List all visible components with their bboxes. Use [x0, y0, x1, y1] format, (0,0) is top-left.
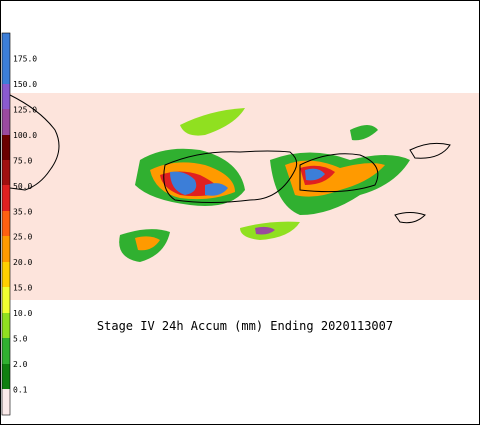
colorbar-label: 75.0: [13, 156, 32, 165]
colorbar-label: 20.0: [13, 258, 32, 267]
colorbar-label: 0.1: [13, 386, 28, 395]
colorbar-label: 25.0: [13, 233, 32, 242]
colorbar-label: 175.0: [13, 54, 37, 63]
precipitation: [119, 108, 410, 262]
domain-band: [10, 93, 479, 300]
colorbar-label: 125.0: [13, 105, 37, 114]
colorbar-label: 100.0: [13, 131, 37, 140]
colorbar-label: 10.0: [13, 309, 32, 318]
colorbar-label: 50.0: [13, 182, 32, 191]
colorbar-label: 5.0: [13, 335, 28, 344]
colorbar-label: 35.0: [13, 207, 32, 216]
colorbar-label: 2.0: [13, 360, 28, 369]
colorbar: [1, 32, 11, 416]
coastlines: [9, 94, 451, 224]
colorbar-label: 150.0: [13, 80, 37, 89]
map-title: Stage IV 24h Accum (mm) Ending 202011300…: [97, 319, 393, 333]
colorbar-label: 15.0: [13, 284, 32, 293]
